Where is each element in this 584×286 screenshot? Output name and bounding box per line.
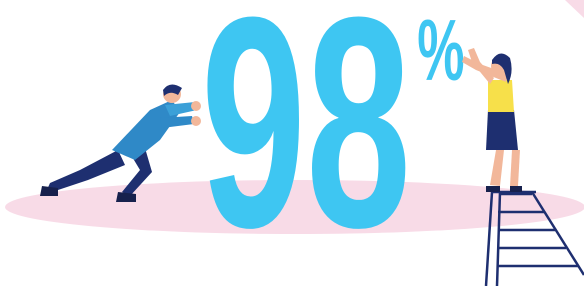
illustration: 98 % (0, 0, 584, 286)
headline-unit: % (417, 3, 464, 99)
page: 98 % (() => { co (0, 0, 584, 286)
woman (462, 48, 522, 192)
corner-shape (565, 0, 584, 18)
headline-number: 98 (201, 0, 411, 286)
